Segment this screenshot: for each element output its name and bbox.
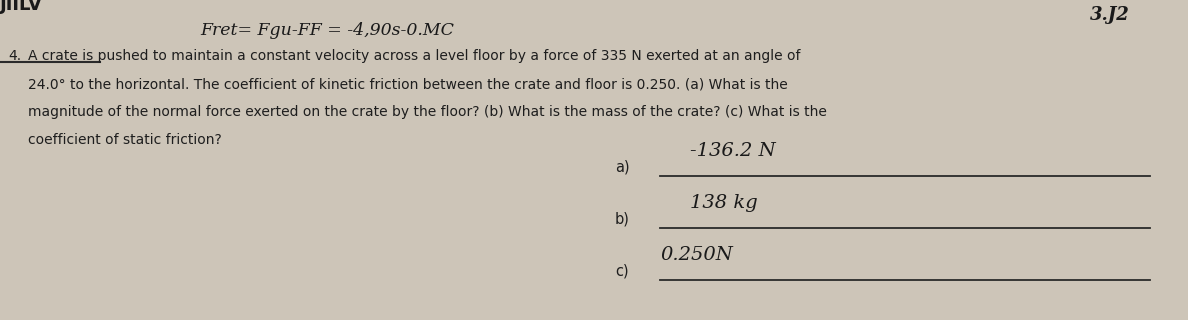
- Text: b): b): [615, 212, 630, 227]
- Text: Fret= Fgu-FF = -4,90s-0.MC: Fret= Fgu-FF = -4,90s-0.MC: [200, 22, 454, 39]
- Text: 4.: 4.: [8, 49, 21, 63]
- Text: A crate is pushed to maintain a constant velocity across a level floor by a forc: A crate is pushed to maintain a constant…: [29, 49, 801, 63]
- Text: 0.250N: 0.250N: [661, 246, 733, 264]
- Text: 24.0° to the horizontal. The coefficient of kinetic friction between the crate a: 24.0° to the horizontal. The coefficient…: [29, 77, 788, 91]
- Text: c): c): [615, 264, 628, 279]
- Text: JIILV: JIILV: [0, 0, 43, 14]
- Text: magnitude of the normal force exerted on the crate by the floor? (b) What is the: magnitude of the normal force exerted on…: [29, 105, 827, 119]
- Text: 3.J2: 3.J2: [1091, 6, 1130, 24]
- Text: a): a): [615, 160, 630, 175]
- Text: 138 kg: 138 kg: [690, 194, 758, 212]
- Text: -136.2 N: -136.2 N: [690, 142, 776, 160]
- Text: coefficient of static friction?: coefficient of static friction?: [29, 133, 222, 147]
